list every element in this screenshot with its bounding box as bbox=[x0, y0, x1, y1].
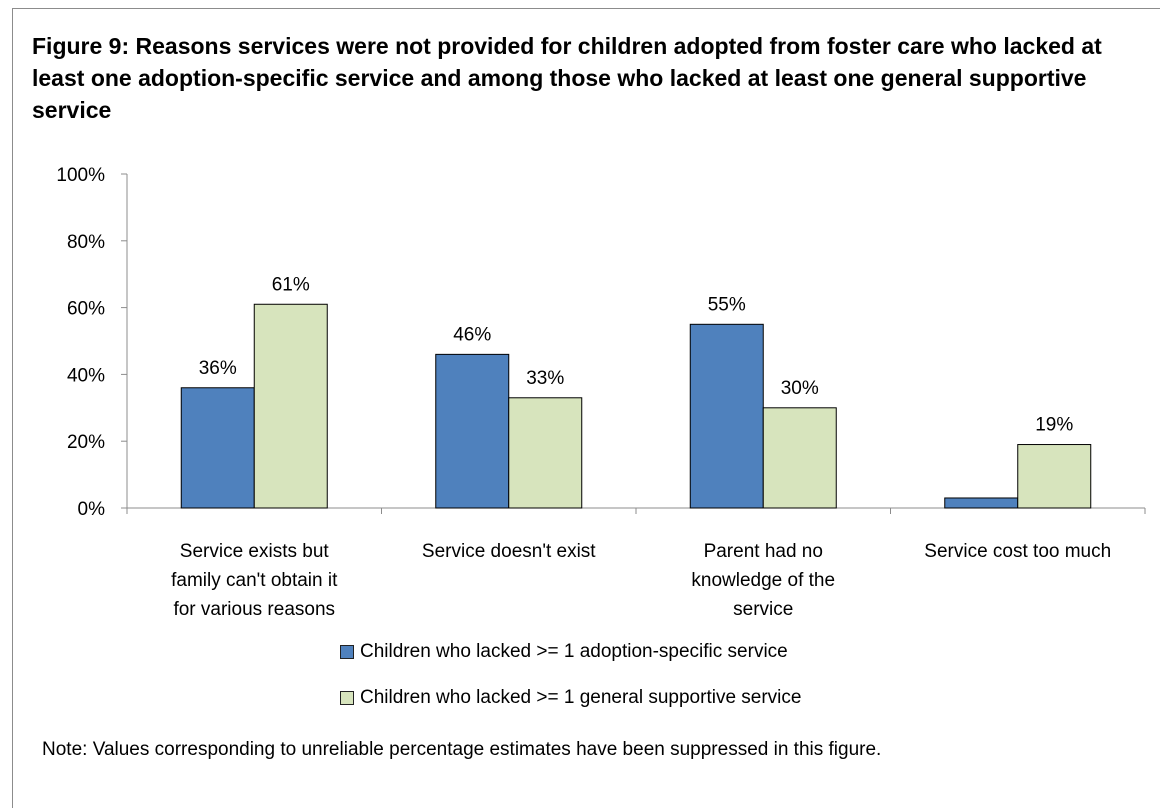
legend-item-adoption-specific: Children who lacked >= 1 adoption-specif… bbox=[340, 640, 801, 664]
bar bbox=[944, 497, 1019, 509]
data-label: 36% bbox=[199, 358, 237, 379]
bar bbox=[508, 397, 583, 509]
data-label: 61% bbox=[272, 274, 310, 295]
y-tick-label: 40% bbox=[67, 365, 105, 386]
data-label: 46% bbox=[453, 324, 491, 345]
x-category-label: Service doesn't exist bbox=[422, 541, 596, 562]
legend-swatch-adoption-specific bbox=[340, 645, 354, 659]
y-tick-label: 100% bbox=[56, 165, 105, 186]
y-tick-label: 60% bbox=[67, 299, 105, 320]
x-category-label: Parent had no knowledge of the service bbox=[691, 541, 835, 620]
bar bbox=[253, 303, 328, 509]
legend-swatch-general-supportive bbox=[340, 691, 354, 705]
bar bbox=[762, 407, 837, 509]
data-label: 55% bbox=[708, 294, 746, 315]
y-tick-label: 0% bbox=[78, 499, 106, 520]
legend-label-general-supportive: Children who lacked >= 1 general support… bbox=[360, 687, 802, 708]
data-label: 19% bbox=[1035, 415, 1073, 436]
legend-item-general-supportive: Children who lacked >= 1 general support… bbox=[340, 686, 801, 710]
legend-label-adoption-specific: Children who lacked >= 1 adoption-specif… bbox=[360, 641, 788, 662]
bar bbox=[435, 353, 510, 509]
legend: Children who lacked >= 1 adoption-specif… bbox=[340, 640, 801, 732]
bar bbox=[180, 387, 255, 509]
y-tick-label: 80% bbox=[67, 232, 105, 253]
chart-title: Figure 9: Reasons services were not prov… bbox=[32, 33, 1102, 123]
chart-frame bbox=[12, 8, 1160, 808]
bar bbox=[689, 323, 764, 509]
data-label: 33% bbox=[526, 368, 564, 389]
data-label: 30% bbox=[781, 378, 819, 399]
figure-note: Note: Values corresponding to unreliable… bbox=[42, 739, 882, 760]
y-tick-label: 20% bbox=[67, 432, 105, 453]
x-category-label: Service cost too much bbox=[924, 541, 1111, 562]
bar bbox=[1017, 444, 1092, 509]
x-category-label: Service exists but family can't obtain it… bbox=[171, 541, 338, 620]
